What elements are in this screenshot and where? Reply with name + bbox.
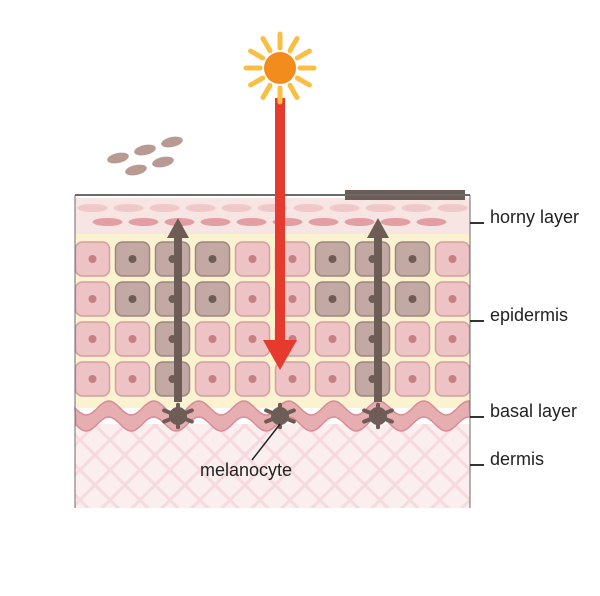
sun-icon — [246, 34, 314, 102]
tick-basal — [470, 416, 484, 418]
freckle — [106, 151, 130, 165]
freckle — [133, 143, 157, 157]
freckle — [124, 163, 148, 177]
label-dermis: dermis — [490, 449, 544, 470]
tick-horny — [470, 222, 484, 224]
horny-bg — [75, 198, 470, 234]
label-basal-layer: basal layer — [490, 401, 577, 422]
freckle — [160, 135, 184, 149]
label-epidermis: epidermis — [490, 305, 568, 326]
tick-epi — [470, 320, 484, 322]
label-melanocyte: melanocyte — [200, 460, 292, 481]
skin-diagram-svg — [0, 0, 600, 591]
label-horny-layer: horny layer — [490, 207, 579, 228]
diagram-stage — [0, 0, 600, 591]
tick-dermis — [470, 464, 484, 466]
freckle — [151, 155, 175, 169]
